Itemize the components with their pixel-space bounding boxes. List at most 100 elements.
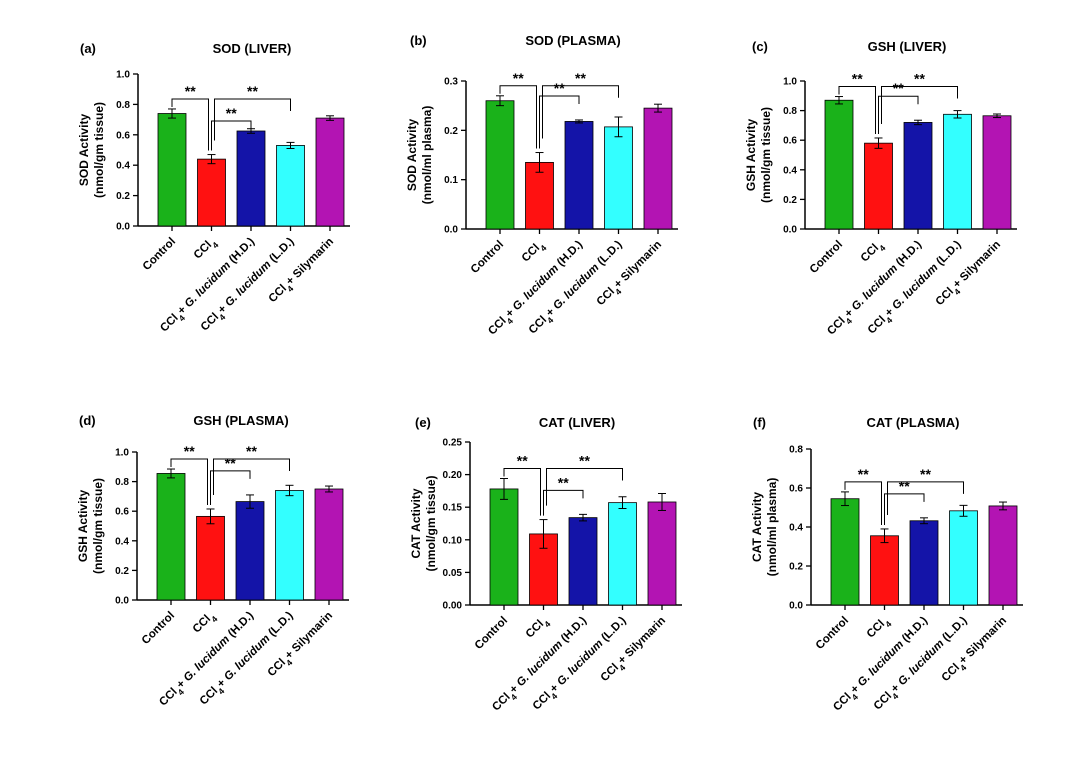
- y-tick-label: 0.8: [789, 445, 803, 456]
- y-tick-label: 0.2: [783, 195, 797, 206]
- bar: [909, 520, 939, 606]
- significance-bracket: [213, 458, 290, 495]
- bar: [824, 99, 854, 230]
- x-tick-label: Control: [808, 239, 845, 276]
- chart-title: SOD (PLASMA): [525, 33, 620, 48]
- y-tick-label: 0.6: [115, 507, 129, 518]
- x-tick-label: Control: [469, 239, 506, 276]
- significance-stars: **: [513, 70, 524, 86]
- bar: [608, 502, 637, 606]
- bar: [864, 142, 893, 230]
- significance-bracket: [884, 493, 925, 525]
- y-axis-label: GSH Activity(nmol/gm tissue): [744, 107, 773, 203]
- significance-stars: **: [517, 453, 528, 469]
- bar: [276, 145, 305, 227]
- chart-title: GSH (LIVER): [868, 39, 947, 54]
- significance-stars: **: [575, 70, 586, 86]
- bar: [982, 115, 1012, 230]
- significance-stars: **: [858, 466, 869, 482]
- significance-bracket: [214, 98, 291, 141]
- bar: [564, 121, 594, 230]
- bar: [870, 535, 899, 606]
- x-tick-label: CCl4: [520, 238, 549, 267]
- bar: [485, 100, 515, 230]
- y-tick-label: 0.8: [783, 106, 797, 117]
- y-tick-label: 0.0: [116, 222, 130, 233]
- y-tick-label: 0.05: [443, 568, 463, 579]
- significance-bracket: [543, 489, 584, 516]
- panel-label: (c): [752, 39, 768, 54]
- significance-bracket: [210, 470, 251, 505]
- bar: [943, 113, 972, 230]
- significance-stars: **: [184, 443, 195, 459]
- bar: [643, 107, 673, 230]
- x-tick-label: CCl4: [865, 614, 894, 643]
- panel-b: (b) SOD (PLASMA) SOD Activity(nmol/ml plas…: [405, 33, 678, 337]
- significance-stars: **: [185, 83, 196, 99]
- x-tick-label: Control: [473, 615, 510, 652]
- chart-title: GSH (PLASMA): [193, 413, 288, 428]
- y-tick-label: 0.0: [783, 225, 797, 236]
- bar: [236, 130, 266, 227]
- panel-label: (b): [410, 33, 427, 48]
- bar: [568, 517, 598, 606]
- y-tick-label: 1.0: [116, 70, 130, 81]
- x-tick-label: CCl4: [192, 235, 221, 264]
- significance-bracket: [838, 86, 876, 134]
- y-tick-label: 0.25: [443, 438, 463, 449]
- significance-stars: **: [920, 466, 931, 482]
- bar: [525, 161, 554, 230]
- panel-e: (e) CAT (LIVER) CAT Activity(nmol/gm tissu…: [409, 415, 682, 713]
- panel-d: (d) GSH (PLASMA) GSH Activity(nmol/gm tiss…: [76, 413, 349, 708]
- y-tick-label: 0.10: [443, 535, 463, 546]
- y-tick-label: 0.0: [444, 225, 458, 236]
- significance-stars: **: [579, 453, 590, 469]
- x-tick-label: CCl4: [859, 238, 888, 267]
- significance-bracket: [211, 120, 252, 151]
- x-tick-label: Control: [814, 615, 851, 652]
- panel-label: (e): [415, 415, 431, 430]
- y-axis-label: CAT Activity(nmol/ml plasma): [750, 478, 779, 577]
- significance-stars: **: [226, 105, 237, 121]
- bar: [196, 515, 225, 601]
- y-tick-label: 0.4: [783, 165, 797, 176]
- chart-title: SOD (LIVER): [213, 41, 292, 56]
- bar: [235, 501, 265, 601]
- y-axis-label: GSH Activity(nmol/gm tissue): [76, 478, 105, 574]
- significance-bracket: [539, 95, 580, 149]
- y-tick-label: 0.15: [443, 503, 463, 514]
- significance-stars: **: [247, 83, 258, 99]
- y-axis-label: SOD Activity(nmol/ml plasma): [405, 106, 434, 205]
- significance-bracket: [499, 85, 537, 149]
- y-tick-label: 0.1: [444, 175, 458, 186]
- panel-c: (c) GSH (LIVER) GSH Activity(nmol/gm tissu…: [744, 39, 1017, 337]
- y-tick-label: 0.00: [443, 601, 463, 612]
- significance-stars: **: [225, 455, 236, 471]
- panel-f: (f) CAT (PLASMA) CAT Activity(nmol/ml plas…: [750, 415, 1023, 713]
- x-tick-label: CCl4: [191, 609, 220, 638]
- x-tick-label: Control: [141, 236, 178, 273]
- significance-bracket: [546, 468, 623, 506]
- bar: [157, 113, 187, 227]
- y-tick-label: 0.0: [789, 601, 803, 612]
- y-tick-label: 0.20: [443, 470, 463, 481]
- bar: [830, 498, 860, 606]
- bar: [949, 510, 978, 606]
- bar: [489, 488, 519, 606]
- bar: [604, 126, 633, 230]
- bar: [315, 117, 345, 227]
- significance-bracket: [887, 481, 964, 515]
- significance-bracket: [171, 98, 209, 151]
- y-tick-label: 1.0: [115, 448, 129, 459]
- bar: [275, 490, 304, 601]
- bar: [903, 122, 933, 230]
- panel-a: (a) SOD (LIVER) SOD Activity(nmol/gm tissu…: [77, 41, 350, 334]
- significance-bracket: [878, 95, 919, 134]
- y-tick-label: 0.4: [789, 523, 803, 534]
- y-tick-label: 0.2: [116, 191, 130, 202]
- y-axis-label: CAT Activity(nmol/gm tissue): [409, 475, 438, 571]
- x-tick-label: Control: [140, 610, 177, 647]
- chart-title: CAT (PLASMA): [867, 415, 960, 430]
- significance-stars: **: [554, 80, 565, 96]
